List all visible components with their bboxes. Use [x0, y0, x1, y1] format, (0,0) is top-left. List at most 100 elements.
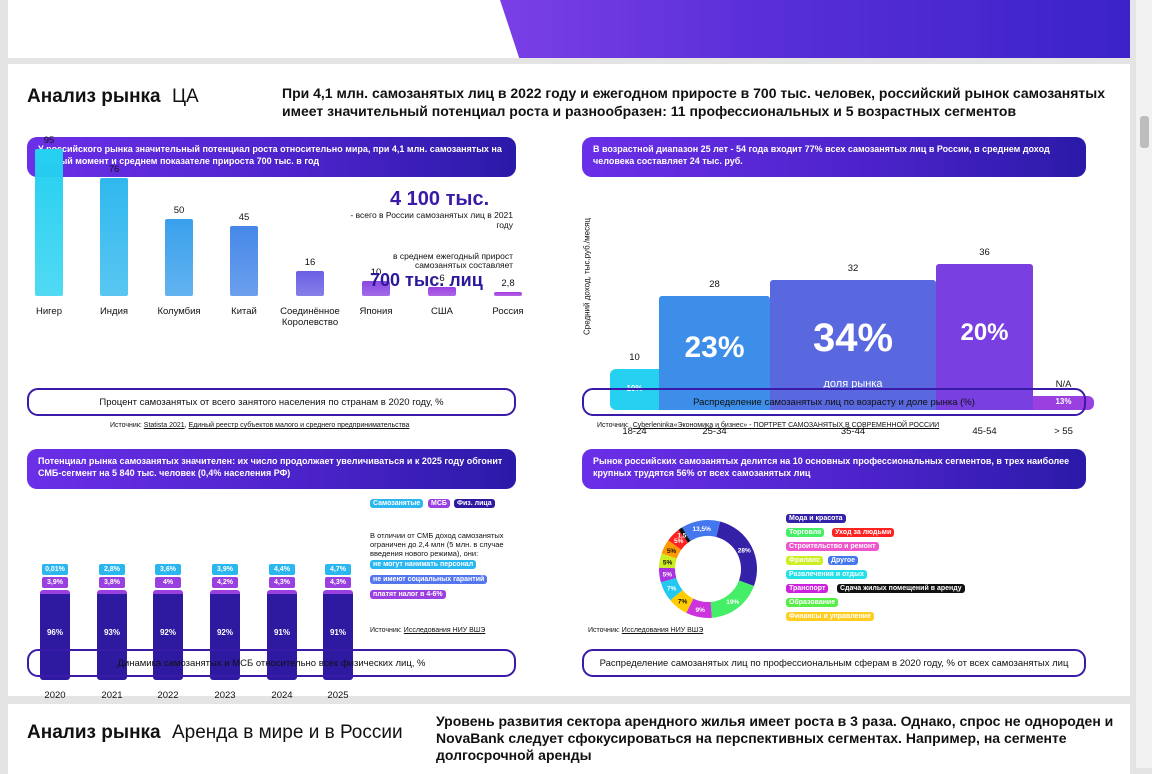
bar-category-4: Соединённое Королевство — [280, 306, 340, 328]
bar-category-5: Япония — [359, 306, 393, 317]
age-chart-ylabel-box: Средний доход, тыс.руб./месяц — [578, 204, 592, 354]
age-category-2: 35-44 — [840, 426, 866, 437]
bar-2 — [165, 218, 193, 296]
donut-label-0: 28% — [738, 547, 751, 554]
donut-slice-7 — [661, 540, 682, 559]
legend-0: Самозанятые — [370, 499, 424, 508]
ind-value-2: 92% — [159, 628, 176, 637]
panel2-source: Источник: Cyberleninka«Экономика и бизне… — [597, 422, 939, 429]
total-self-employed-value: 4 100 тыс. — [390, 188, 490, 210]
age-category-1: 25-34 — [702, 426, 727, 437]
bullet-2: платят налог в 4-6% — [370, 590, 446, 599]
panel1-banner: У российского рынка значительный потенци… — [27, 137, 516, 177]
donut-slice-10 — [682, 520, 721, 542]
age-category-3: 45-54 — [972, 426, 997, 437]
legend-item-7: Транспорт — [786, 584, 829, 593]
source-label: Источник: — [588, 627, 620, 634]
donut-label-8: 5% — [674, 538, 684, 545]
ind-cell-5: 91% — [323, 590, 353, 680]
year-2: 2022 — [157, 690, 179, 701]
sector-legend: Мода и красота Торговля Уход за людьми Стро… — [786, 514, 986, 629]
ind-cell-0: 96% — [40, 590, 70, 680]
sme-cell-2: 4% — [155, 577, 181, 588]
age-share-3: 20% — [960, 319, 1009, 347]
slide-market-analysis-rent: Анализ рынка Аренда в мире и в России Ур… — [8, 704, 1130, 774]
legend-item-4: Фриланс — [786, 556, 824, 565]
age-category-4: > 55 — [1054, 426, 1073, 437]
sme-cell-4: 4,3% — [269, 577, 295, 588]
age-value-1: 28 — [709, 279, 720, 291]
bar-category-2: Колумбия — [157, 306, 201, 317]
source-label: Источник: — [597, 422, 629, 429]
sme-bullets: не могут нанимать персонал не имеют социа… — [370, 560, 530, 608]
donut-label-4: 7% — [667, 586, 677, 593]
ind-cell-2: 92% — [153, 590, 183, 680]
country-bar-chart: 95 Нигер 76 Индия 50 Колумбия 45 Китай 16 Соединё… — [18, 135, 524, 386]
bar-value-7: 2,8 — [501, 277, 515, 289]
year-3: 2023 — [214, 690, 236, 701]
se-cell-2: 3,6% — [155, 564, 181, 575]
panel3-source: Источник: Исследования НИУ ВШЭ — [370, 627, 485, 634]
panel1-caption: Процент самозанятых от всего занятого на… — [27, 388, 516, 416]
panel4-caption: Распределение самозанятых лиц по професс… — [582, 649, 1086, 677]
source-label: Источник: — [110, 422, 142, 429]
bar-value-1: 76 — [108, 164, 120, 176]
year-5: 2025 — [327, 690, 349, 701]
source-link-registry[interactable]: Единый реестр субъектов малого и среднег… — [188, 422, 410, 429]
structure-legend: Самозанятые МСБ Физ. лица — [370, 499, 530, 515]
bar-value-0: 95 — [43, 135, 55, 146]
year-0: 2020 — [44, 690, 66, 701]
slide-subtitle: ЦА — [172, 86, 199, 107]
ind-value-1: 93% — [103, 628, 120, 637]
ind-value-4: 91% — [273, 628, 290, 637]
donut-slice-5 — [659, 567, 677, 583]
donut-slice-8 — [668, 529, 689, 550]
year-1: 2021 — [101, 690, 123, 701]
sme-cell-1: 3,8% — [99, 577, 125, 588]
bar-value-2: 50 — [173, 204, 185, 216]
donut-slice-3 — [670, 590, 694, 613]
page-scrollbar[interactable] — [1136, 0, 1152, 768]
donut-slice-9 — [678, 527, 691, 543]
structure-stacked-chart: 0,01% 3,9% 96% 2020 2,8% 3,8% 93% 2021 3,6% 4% 92%… — [18, 494, 378, 701]
age-bar-3: 20% — [936, 264, 1033, 410]
slide-title: Анализ рынка — [27, 722, 161, 743]
source-link-statista[interactable]: Statista 2021 — [143, 422, 185, 429]
slide-headline: При 4,1 млн. самозанятых лиц в 2022 году… — [282, 85, 1105, 119]
age-chart-ylabel: Средний доход, тыс.руб./месяц — [582, 217, 592, 336]
scrollbar-thumb[interactable] — [1140, 116, 1149, 148]
legend-1: МСБ — [428, 499, 450, 508]
bar-5 — [362, 280, 390, 296]
age-value-2: 32 — [847, 263, 859, 275]
legend-item-1: Торговля — [786, 528, 825, 537]
ind-value-5: 91% — [329, 628, 346, 637]
se-cell-3: 3,9% — [212, 564, 238, 575]
previous-slide — [8, 0, 1130, 58]
ind-cell-3: 92% — [210, 590, 240, 680]
legend-item-0: Мода и красота — [786, 514, 846, 523]
legend-item-9: Образование — [786, 598, 839, 607]
slide-header-gradient — [500, 0, 1130, 58]
panel4-source: Источник: Исследования НИУ ВШЭ — [588, 627, 703, 634]
bar-value-3: 45 — [238, 212, 250, 224]
year-4: 2024 — [271, 690, 293, 701]
donut-slice-2 — [686, 598, 712, 618]
bullet-1: не имеют социальных гарантий — [370, 575, 488, 584]
source-link-hse[interactable]: Исследования НИУ ВШЭ — [621, 627, 704, 634]
annual-growth-text: в среднем ежегодный прирост самозанятых … — [392, 251, 513, 270]
bar-0 — [35, 149, 63, 296]
age-bar-1: 23% — [659, 296, 770, 410]
source-link-hse[interactable]: Исследования НИУ ВШЭ — [403, 627, 486, 634]
slide-market-analysis-ta: Анализ рынка ЦА При 4,1 млн. самозанятых… — [8, 64, 1130, 701]
source-label: Источник: — [370, 627, 402, 634]
se-cell-1: 2,8% — [99, 564, 125, 575]
bar-category-7: Россия — [492, 306, 524, 317]
annual-growth-value: 700 тыс. лиц — [370, 270, 483, 290]
bar-3 — [230, 226, 258, 296]
donut-label-10: 13,5% — [692, 526, 711, 533]
source-link-cyberleninka[interactable]: Cyberleninka«Экономика и бизнес» - ПОРТР… — [632, 422, 940, 429]
donut-slice-1 — [710, 580, 754, 618]
donut-label-5: 5% — [663, 572, 673, 579]
bar-category-0: Нигер — [36, 306, 62, 317]
donut-label-7: 5% — [667, 548, 677, 555]
